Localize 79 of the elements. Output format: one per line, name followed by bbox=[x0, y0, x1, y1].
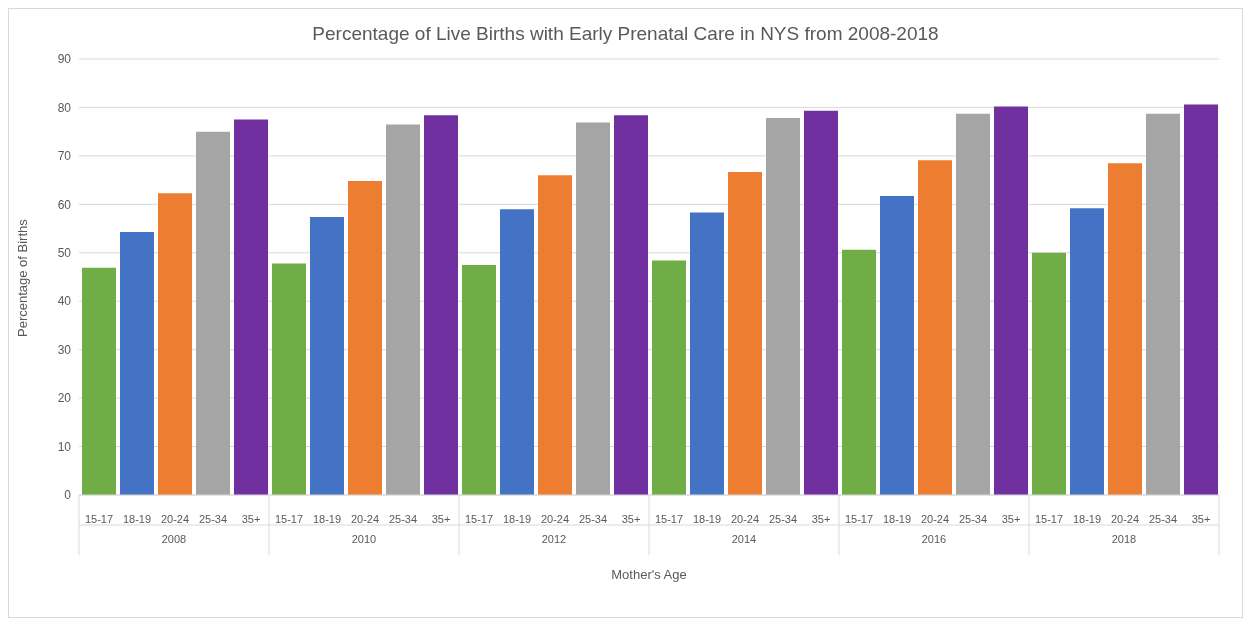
bar bbox=[158, 193, 192, 495]
text: 20-24 bbox=[350, 513, 380, 525]
bar bbox=[234, 119, 268, 495]
text: 35+ bbox=[1191, 513, 1211, 525]
bar bbox=[348, 181, 382, 495]
bar bbox=[500, 209, 534, 495]
bar bbox=[1032, 252, 1066, 495]
y-tick-label: 70 bbox=[57, 149, 72, 164]
text: 18-19 bbox=[882, 513, 912, 525]
series-label: 35+ bbox=[241, 513, 261, 525]
x-tick-label: 2014 bbox=[731, 533, 757, 545]
y-tick-label: 90 bbox=[57, 52, 72, 67]
bar bbox=[804, 110, 838, 495]
text: 25-34 bbox=[958, 513, 988, 525]
x-tick-label: 2012 bbox=[541, 533, 567, 545]
series-label: 15-17 bbox=[84, 513, 114, 525]
bar bbox=[994, 106, 1028, 495]
text: 15-17 bbox=[654, 513, 684, 525]
text: 25-34 bbox=[768, 513, 798, 525]
text: 35+ bbox=[811, 513, 831, 525]
bar bbox=[1146, 113, 1180, 495]
text: 18-19 bbox=[1072, 513, 1102, 525]
bar bbox=[652, 260, 686, 495]
text: 18-19 bbox=[312, 513, 342, 525]
bar bbox=[842, 249, 876, 495]
text: 18-19 bbox=[502, 513, 532, 525]
text: 35+ bbox=[621, 513, 641, 525]
text: 15-17 bbox=[844, 513, 874, 525]
text: 35+ bbox=[1001, 513, 1021, 525]
text: 20-24 bbox=[540, 513, 570, 525]
text: 15-17 bbox=[464, 513, 494, 525]
bar bbox=[614, 115, 648, 495]
chart-title: Percentage of Live Births with Early Prenatal Care in NYS from 2008-2018 bbox=[311, 23, 940, 45]
text: 25-34 bbox=[1148, 513, 1178, 525]
bar bbox=[880, 196, 914, 495]
x-axis-title: Mother's Age bbox=[611, 567, 687, 582]
bar bbox=[766, 118, 800, 495]
bar bbox=[538, 175, 572, 495]
bar bbox=[310, 216, 344, 495]
bar bbox=[576, 122, 610, 495]
bar bbox=[1070, 208, 1104, 495]
series-label: 20-24 bbox=[160, 513, 190, 525]
text: 20-24 bbox=[730, 513, 760, 525]
x-tick-label: 2016 bbox=[921, 533, 947, 545]
y-tick-label: 60 bbox=[57, 197, 72, 212]
bar bbox=[120, 231, 154, 495]
bar bbox=[82, 267, 116, 495]
bar bbox=[424, 115, 458, 495]
bar bbox=[1184, 104, 1218, 495]
bar bbox=[918, 160, 952, 495]
text: 15-17 bbox=[274, 513, 304, 525]
y-tick-label: 40 bbox=[57, 294, 72, 309]
bar bbox=[1108, 163, 1142, 495]
x-tick-label: 2008 bbox=[161, 533, 187, 545]
y-tick-label: 80 bbox=[57, 100, 72, 115]
bar bbox=[728, 171, 762, 495]
text: 35+ bbox=[431, 513, 451, 525]
text: 20-24 bbox=[1110, 513, 1140, 525]
x-tick-label: 2010 bbox=[351, 533, 377, 545]
text: 15-17 bbox=[1034, 513, 1064, 525]
y-tick-label: 20 bbox=[57, 391, 72, 406]
series-label: 25-34 bbox=[198, 513, 228, 525]
y-tick-label: 50 bbox=[57, 246, 72, 261]
bar bbox=[690, 212, 724, 495]
bar bbox=[462, 264, 496, 495]
text: 20-24 bbox=[920, 513, 950, 525]
bar bbox=[196, 131, 230, 495]
bar bbox=[956, 113, 990, 495]
text: 25-34 bbox=[388, 513, 418, 525]
bar bbox=[272, 263, 306, 495]
text: 18-19 bbox=[692, 513, 722, 525]
series-label: 18-19 bbox=[122, 513, 152, 525]
y-tick-label: 0 bbox=[64, 488, 72, 503]
bar bbox=[386, 124, 420, 495]
y-tick-label: 10 bbox=[57, 439, 72, 454]
y-axis-title: Percentage of Births bbox=[14, 218, 30, 337]
x-tick-label: 2018 bbox=[1111, 533, 1137, 545]
y-tick-label: 30 bbox=[57, 342, 72, 357]
text: 25-34 bbox=[578, 513, 608, 525]
